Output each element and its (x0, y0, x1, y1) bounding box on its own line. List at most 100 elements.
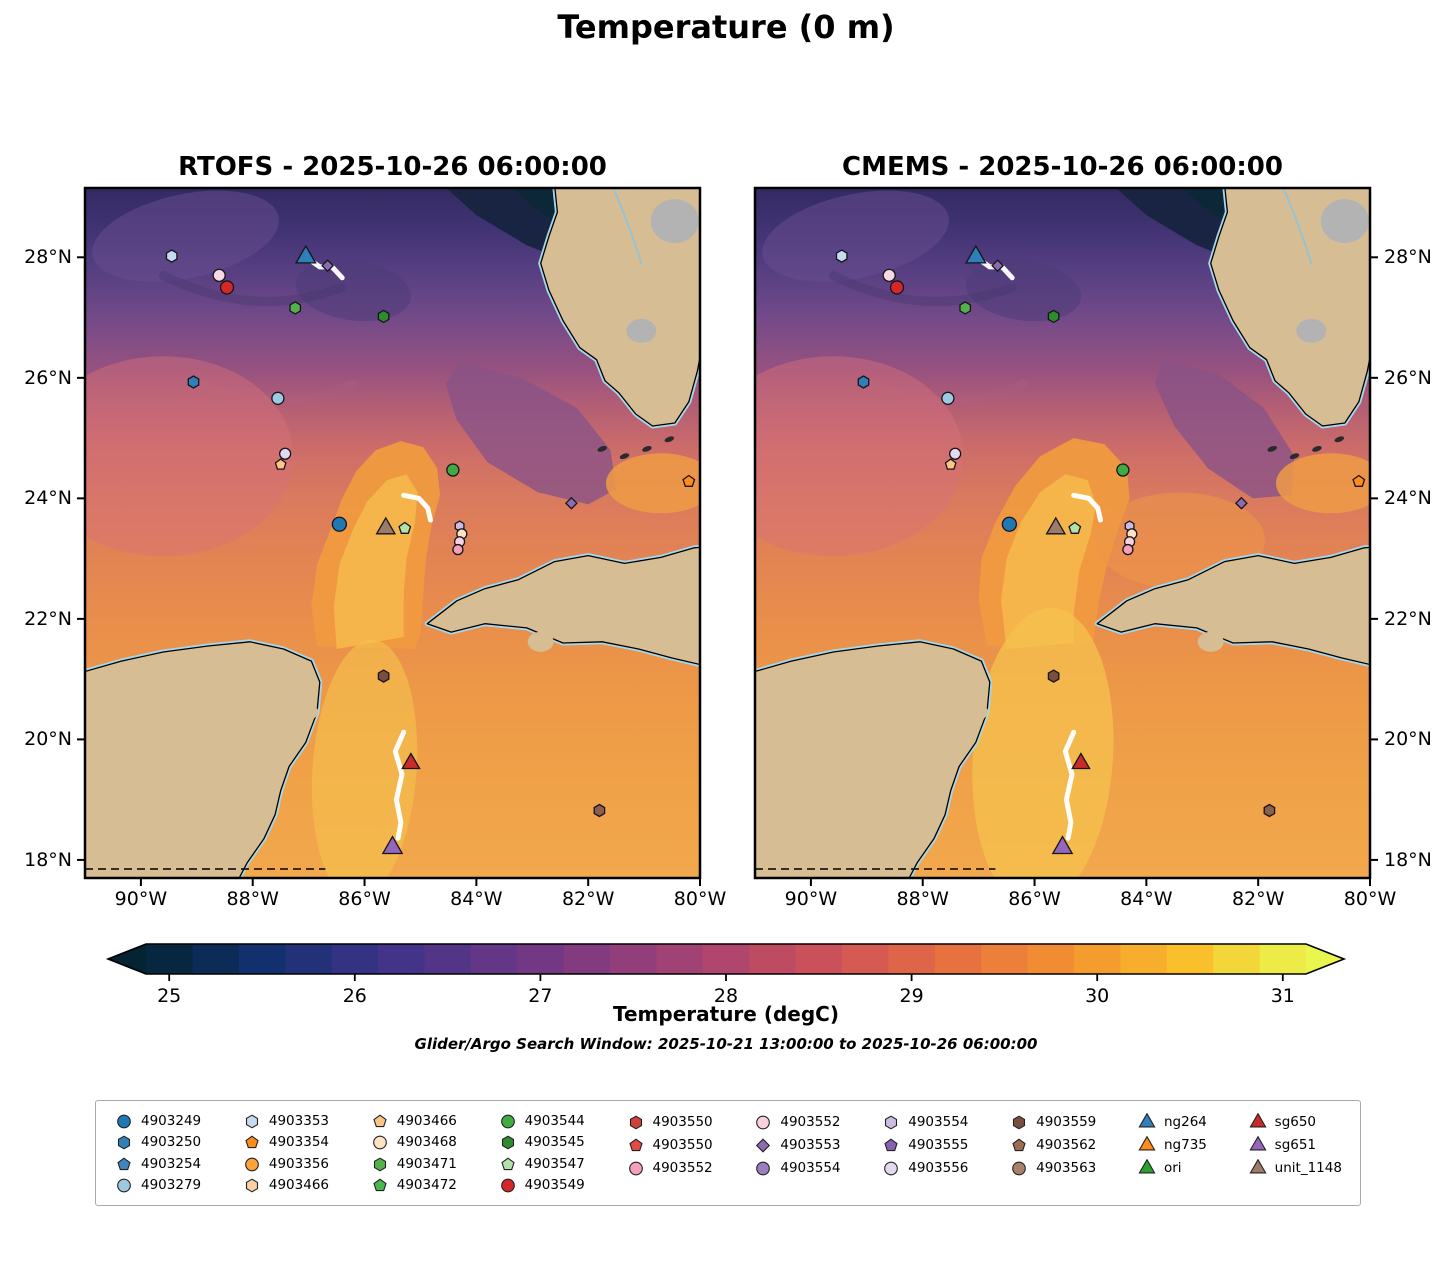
lat-tick-label: 20°N (24, 728, 72, 751)
lake-okeechobee (1296, 318, 1327, 343)
legend-column: 4903559 4903562 4903563 (1009, 1110, 1096, 1196)
marker-4903559 (1047, 669, 1060, 683)
lat-tick-label: 26°N (24, 366, 72, 389)
rtofs-panel-title: RTOFS - 2025-10-26 06:00:00 (178, 152, 607, 182)
legend-item-4903250: 4903250 (114, 1132, 201, 1154)
legend-label: 4903554 (780, 1159, 841, 1176)
hexagon-marker-icon (245, 1178, 258, 1193)
colorbar-tick-label: 27 (528, 985, 552, 1007)
marker-4903553 (564, 496, 578, 510)
legend-column: 4903249 4903250 4903254 4903279 (114, 1110, 201, 1196)
legend-item-4903550: 4903550 (626, 1133, 713, 1156)
colorbar-band (1259, 944, 1307, 974)
land-cuba (1096, 546, 1370, 666)
colorbar-band (1027, 944, 1075, 974)
marker-ng264 (964, 244, 987, 264)
colorbar-band (517, 944, 565, 974)
circle-marker-icon (500, 1114, 515, 1129)
colorbar-band (1213, 944, 1261, 974)
marker-unit_1148 (1045, 516, 1067, 535)
legend-label: 4903354 (268, 1134, 329, 1151)
marker-ng264 (294, 244, 317, 264)
legend-item-4903555: 4903555 (881, 1133, 968, 1156)
legend-label: 4903249 (141, 1112, 202, 1129)
legend-item-4903544: 4903544 (498, 1110, 585, 1132)
lat-tick-label: 28°N (24, 246, 72, 269)
legend-label: 4903250 (141, 1134, 202, 1151)
colorbar: 25 26 27 28 29 30 31 (105, 943, 1347, 1007)
circle-marker-icon (500, 1178, 515, 1193)
colorbar-band (378, 944, 425, 974)
marker-4903250 (857, 375, 870, 389)
temperature-field (85, 188, 700, 878)
legend-label: 4903472 (396, 1177, 457, 1194)
legend-column: 4903550 4903550 4903552 (626, 1110, 713, 1196)
colorbar-band (888, 944, 936, 974)
circle-marker-icon (884, 1161, 899, 1175)
legend-item-4903549: 4903549 (498, 1175, 585, 1197)
colorbar-extend-max (1306, 944, 1344, 974)
marker-4903552 (1122, 543, 1134, 556)
colorbar-band (470, 944, 518, 974)
colorbar-band (146, 944, 193, 974)
triangle-marker-icon (1249, 1112, 1267, 1127)
legend-item-4903552: 4903552 (626, 1156, 713, 1179)
colorbar-tick-label: 28 (714, 985, 738, 1007)
triangle-marker-icon (1249, 1158, 1267, 1173)
legend-label: ng735 (1164, 1136, 1207, 1153)
colorbar-band (656, 944, 704, 974)
legend-item-4903254: 4903254 (114, 1153, 201, 1175)
cmems-map (753, 186, 1378, 886)
legend-label: 4903544 (524, 1112, 585, 1129)
colorbar-band (610, 944, 657, 974)
hexagon-marker-icon (373, 1157, 386, 1172)
pentagon-marker-icon (628, 1138, 643, 1151)
pentagon-marker-icon (884, 1138, 898, 1151)
legend-label: unit_1148 (1274, 1159, 1342, 1176)
lon-tick-label: 86°W (1008, 888, 1061, 910)
legend-label: 4903471 (396, 1155, 457, 1172)
marker-4903556 (279, 447, 292, 460)
legend-label: 4903554 (908, 1113, 969, 1130)
map-border (83, 186, 702, 880)
marker-4903553 (991, 259, 1005, 273)
land-cuba (426, 546, 700, 666)
circle-marker-icon (1012, 1161, 1026, 1175)
lon-tick-label: 80°W (1343, 888, 1397, 910)
lat-tick-label: 28°N (1384, 246, 1432, 269)
lon-tick-label: 80°W (673, 888, 727, 910)
marker-4903553 (1234, 496, 1248, 510)
legend-label: 4903353 (268, 1112, 329, 1129)
lon-tick-label: 90°W (784, 888, 838, 910)
legend-item-4903563: 4903563 (1009, 1156, 1096, 1179)
colorbar-band (192, 944, 240, 974)
marker-4903563 (1263, 803, 1276, 818)
legend-label: 4903563 (1036, 1159, 1097, 1176)
lon-tick-label: 86°W (338, 888, 391, 910)
legend-item-4903559: 4903559 (1009, 1110, 1096, 1133)
marker-4903549 (889, 280, 905, 295)
legend-item-4903249: 4903249 (114, 1110, 201, 1132)
legend-item-4903279: 4903279 (114, 1175, 201, 1197)
colorbar-band (981, 944, 1029, 974)
lat-tick-label: 24°N (1384, 487, 1432, 510)
legend-item-sg650: sg650 (1248, 1110, 1342, 1133)
marker-4903353 (165, 249, 178, 263)
legend-label: 4903279 (141, 1177, 202, 1194)
legend-label: 4903254 (141, 1155, 202, 1172)
colorbar-extend-min (108, 944, 146, 974)
legend-item-4903547: 4903547 (498, 1153, 585, 1175)
colorbar-band (795, 944, 843, 974)
map-border (753, 186, 1372, 880)
lon-tick-label: 84°W (450, 888, 503, 910)
legend-label: ng264 (1164, 1113, 1207, 1130)
legend-item-4903356: 4903356 (242, 1153, 329, 1175)
colorbar-label: Temperature (degC) (613, 1002, 839, 1026)
marker-4903279 (941, 391, 955, 405)
marker-4903563 (593, 803, 606, 818)
lon-tick-label: 88°W (896, 888, 949, 910)
circle-marker-icon (372, 1135, 387, 1150)
marker-4903249 (1001, 516, 1018, 532)
marker-4903552 (452, 543, 464, 556)
